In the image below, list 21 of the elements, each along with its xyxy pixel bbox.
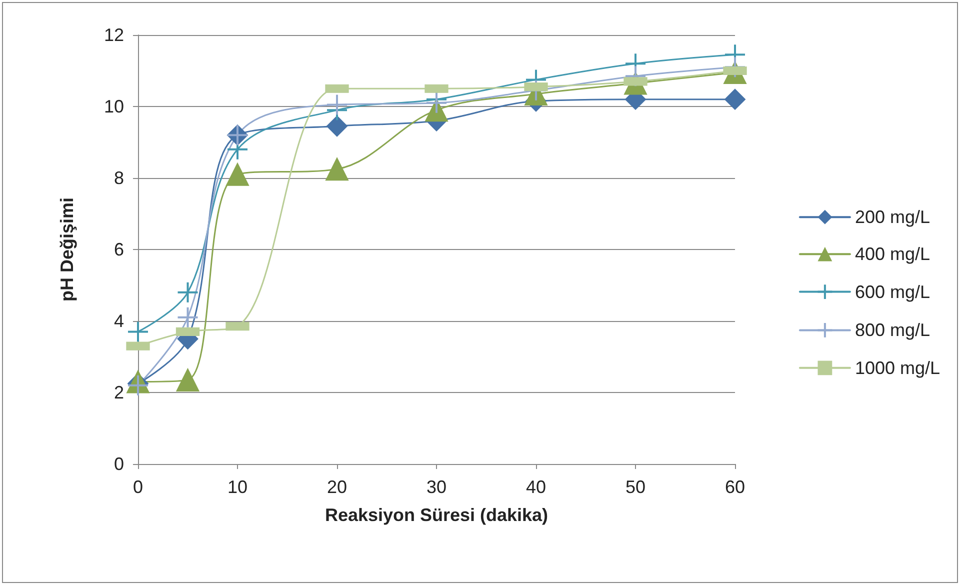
x-axis-title: Reaksiyon Süresi (dakika): [324, 505, 548, 525]
x-tick-label: 0: [132, 477, 144, 497]
y-tick-label: 12: [104, 25, 124, 45]
y-tick-label: 10: [104, 96, 124, 116]
y-tick-label: 4: [114, 311, 124, 331]
y-tick-label: 2: [114, 382, 124, 402]
x-tick-label: 60: [724, 477, 746, 497]
y-axis-title: pH Değişimi: [57, 197, 77, 302]
legend-label: 400 mg/L: [854, 244, 930, 264]
legend-label: 600 mg/L: [854, 282, 930, 302]
x-tick-label: 40: [526, 477, 546, 497]
x-tick-label: 20: [326, 477, 348, 497]
legend-label: 800 mg/L: [854, 320, 930, 340]
legend-label: 200 mg/L: [854, 207, 930, 228]
x-tick-label: 50: [625, 477, 646, 497]
y-tick-label: 6: [114, 240, 124, 260]
x-tick-label: 10: [227, 477, 248, 497]
y-tick-label: 8: [114, 168, 124, 188]
legend-label: 1000 mg/L: [854, 358, 940, 378]
y-tick-label: 0: [114, 454, 124, 474]
x-tick-label: 30: [426, 477, 447, 497]
